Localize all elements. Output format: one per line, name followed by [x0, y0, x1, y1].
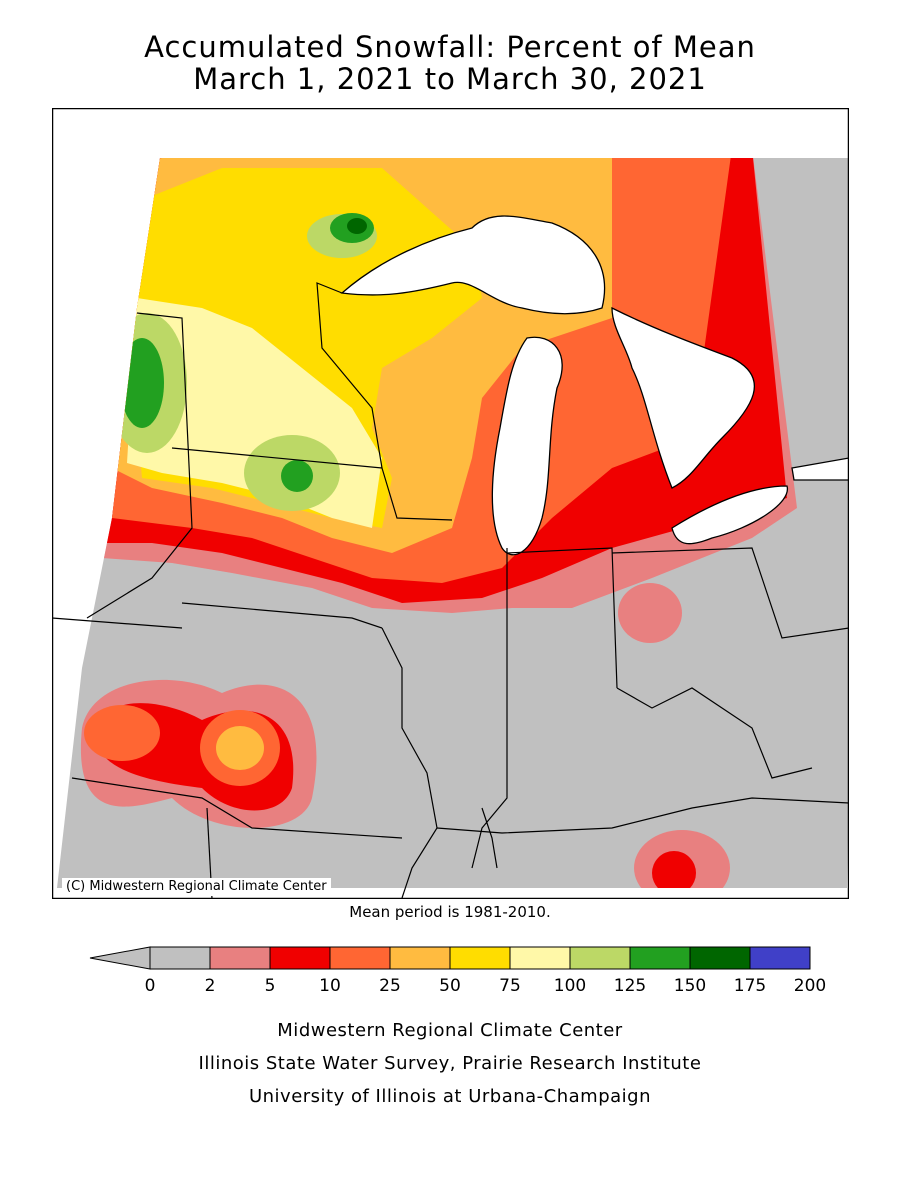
contour-25-50-west	[216, 726, 264, 770]
legend-tick-label: 200	[794, 976, 826, 996]
contour-150-175-north	[347, 218, 367, 234]
legend-swatch	[389, 946, 451, 970]
map-title-line-2: March 1, 2021 to March 30, 2021	[193, 62, 707, 96]
lake-michigan	[491, 336, 563, 556]
legend-swatch	[329, 946, 391, 970]
contour-125-150-west	[120, 338, 164, 428]
map-credit: (C) Midwestern Regional Climate Center	[62, 878, 331, 896]
state-borders	[52, 282, 849, 899]
legend-swatch	[149, 946, 211, 970]
legend-arrow	[89, 946, 151, 970]
legend-tick-label: 2	[205, 976, 216, 996]
contour-2-5-ohio	[618, 583, 682, 643]
legend-tick-label: 10	[319, 976, 341, 996]
contour-75-100-center	[187, 378, 277, 438]
lake-huron	[611, 306, 756, 489]
mean-period-note: Mean period is 1981-2010.	[349, 903, 551, 921]
legend-tick-label: 150	[674, 976, 706, 996]
legend-swatch	[689, 946, 751, 970]
legend-swatch	[629, 946, 691, 970]
contour-125-150-center	[281, 460, 313, 492]
legend-swatch	[749, 946, 811, 970]
lake-erie	[671, 485, 788, 545]
color-legend: 0 2 5 10 25 50 75 100 125 150 175 200	[89, 946, 826, 996]
legend-swatch	[569, 946, 631, 970]
legend-tick-label: 75	[499, 976, 521, 996]
legend-swatch	[509, 946, 571, 970]
legend-tick-label: 100	[554, 976, 586, 996]
legend-tick-label: 175	[734, 976, 766, 996]
legend-tick-label: 50	[439, 976, 461, 996]
lake-ontario	[791, 457, 849, 481]
map-title-line-1: Accumulated Snowfall: Percent of Mean	[144, 30, 756, 64]
legend-tick-label: 5	[265, 976, 276, 996]
legend-swatch	[449, 946, 511, 970]
footer-line-2: Illinois State Water Survey, Prairie Res…	[198, 1053, 702, 1074]
contour-10-25-west-a	[84, 705, 160, 761]
footer-line-1: Midwestern Regional Climate Center	[277, 1020, 623, 1041]
lake-superior	[340, 215, 606, 315]
snowfall-map	[52, 108, 849, 899]
legend-tick-label: 25	[379, 976, 401, 996]
legend-swatch	[209, 946, 271, 970]
contour-5-10-kentucky	[652, 851, 696, 888]
map-frame	[52, 108, 849, 899]
legend-swatch	[269, 946, 331, 970]
great-lakes	[340, 215, 849, 556]
legend-tick-label: 125	[614, 976, 646, 996]
legend-tick-label: 0	[145, 976, 156, 996]
footer-line-3: University of Illinois at Urbana-Champai…	[248, 1086, 652, 1107]
